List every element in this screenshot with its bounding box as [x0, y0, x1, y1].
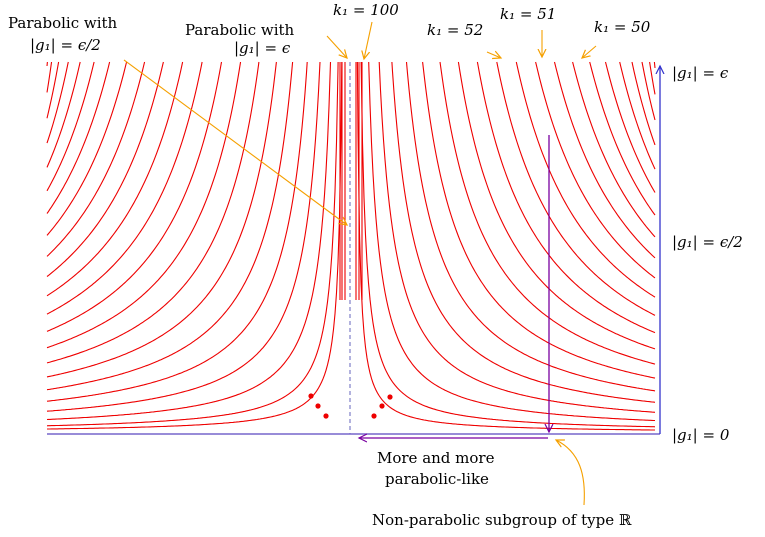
arrow-k52: [486, 52, 501, 58]
curve-left-9: [46, 62, 242, 349]
curve-right-20: [641, 61, 656, 121]
curve-left-8: [46, 61, 260, 364]
curve-right-3: [368, 61, 655, 422]
curve-left-12: [46, 61, 184, 297]
arrow-nonparabolic: [556, 440, 585, 506]
curve-left-1: [47, 61, 343, 430]
label-g-eps: |g₁| = ϵ: [672, 64, 729, 82]
ellipsis-dots-left: [308, 393, 329, 419]
curve-right-10: [476, 61, 656, 334]
curve-left-21: [46, 62, 53, 93]
curve-left-16: [46, 61, 111, 214]
label-g-half: |g₁| = ϵ/2: [672, 233, 743, 251]
arrow-parabolic-half: [123, 59, 347, 225]
curve-right-17: [604, 61, 656, 193]
curve-left-20: [46, 61, 60, 119]
curve-right-8: [439, 61, 656, 365]
curve-left-4: [46, 61, 321, 412]
curve-left-3: [46, 61, 332, 421]
arrow-parabolic-eps: [326, 35, 347, 58]
curve-right-9: [457, 61, 656, 350]
curve-right-2: [360, 61, 656, 428]
label-nonparabolic: Non-parabolic subgroup of type ℝ: [372, 511, 632, 529]
curve-left-13: [46, 61, 164, 277]
curve-right-5: [391, 61, 656, 403]
curve-right-12: [515, 61, 656, 298]
curve-right-7: [422, 61, 656, 379]
curve-right-6: [405, 61, 656, 392]
arrow-k100: [364, 21, 373, 59]
curve-family-right: [339, 61, 656, 431]
curve-right-16: [589, 61, 656, 216]
label-parabolic-eps-line1: Parabolic with: [185, 21, 295, 39]
curve-right-1: [356, 61, 655, 431]
curve-right-14: [553, 61, 656, 259]
label-more-parabolic-line1: More and more: [377, 449, 495, 467]
label-parabolic-half-line2: |g₁| = ϵ/2: [30, 36, 101, 54]
curve-left-14: [46, 61, 146, 257]
label-more-parabolic-line2: parabolic-like: [385, 470, 489, 488]
label-parabolic-eps-line2: |g₁| = ϵ: [234, 39, 291, 57]
label-k50: k₁ = 50: [594, 18, 651, 36]
curve-left-6: [46, 61, 294, 391]
label-parabolic-half-line1: Parabolic with: [8, 14, 118, 32]
ellipsis-dots-right: [371, 394, 393, 419]
curve-left-5: [46, 61, 308, 402]
curve-left-2: [46, 61, 339, 427]
curve-right-11: [496, 61, 656, 316]
curve-right-22: [653, 61, 656, 69]
curve-left-15: [46, 61, 128, 236]
arrow-k50: [582, 45, 597, 58]
curve-left-11: [46, 61, 203, 315]
curve-left-7: [46, 61, 277, 378]
curve-family-left: [46, 61, 343, 430]
label-k100: k₁ = 100: [333, 1, 399, 19]
label-k51: k₁ = 51: [500, 5, 556, 23]
label-k52: k₁ = 52: [427, 21, 483, 39]
curve-right-21: [649, 61, 656, 95]
curve-left-17: [46, 61, 95, 192]
curve-right-15: [572, 61, 656, 238]
curve-right-4: [378, 61, 656, 413]
curve-left-10: [46, 61, 223, 332]
curve-left-19: [46, 61, 69, 144]
curve-right-19: [631, 61, 656, 146]
curve-left-18: [46, 61, 81, 168]
curve-right-13: [535, 61, 656, 279]
label-g-zero: |g₁| = 0: [672, 426, 730, 444]
curve-right-18: [619, 61, 656, 170]
